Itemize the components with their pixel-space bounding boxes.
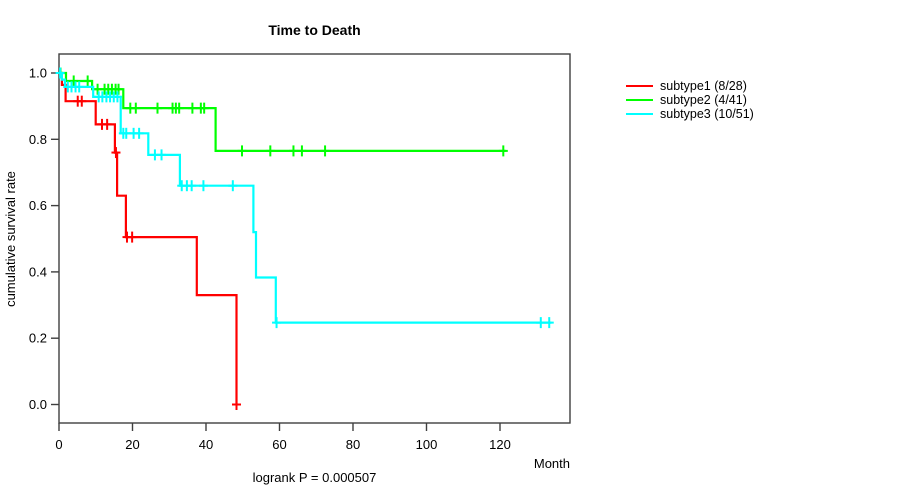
y-axis-title: cumulative survival rate xyxy=(3,171,18,307)
survival-curve-subtype1 xyxy=(59,71,238,405)
x-tick-label-120: 120 xyxy=(489,437,511,452)
chart-title: Time to Death xyxy=(268,22,361,38)
legend-label: subtype1 (8/28) xyxy=(660,79,747,93)
y-tick-label-0.6: 0.6 xyxy=(29,198,47,213)
logrank-annotation: logrank P = 0.000507 xyxy=(252,470,377,485)
legend-line-swatch xyxy=(626,113,653,115)
y-tick-label-0: 0.0 xyxy=(29,397,47,412)
legend-item-subtype2: subtype2 (4/41) xyxy=(626,93,754,107)
legend-label: subtype3 (10/51) xyxy=(660,107,754,121)
legend-line-swatch xyxy=(626,99,653,101)
x-axis-title: Month xyxy=(533,456,570,471)
y-tick-label-1: 1.0 xyxy=(29,65,47,80)
y-tick-label-0.2: 0.2 xyxy=(29,331,47,346)
x-tick-label-60: 60 xyxy=(272,437,286,452)
plot-frame xyxy=(58,53,571,424)
survival-curve-subtype2 xyxy=(59,71,506,152)
legend-item-subtype3: subtype3 (10/51) xyxy=(626,107,754,121)
y-tick-label-0.4: 0.4 xyxy=(29,264,47,279)
legend-item-subtype1: subtype1 (8/28) xyxy=(626,79,754,93)
x-tick-label-80: 80 xyxy=(346,437,360,452)
x-tick-label-100: 100 xyxy=(416,437,438,452)
y-tick-label-0.8: 0.8 xyxy=(29,132,47,147)
legend-line-swatch xyxy=(626,85,653,87)
survival-curve-subtype3 xyxy=(59,71,552,324)
x-tick-label-20: 20 xyxy=(125,437,139,452)
x-tick-label-0: 0 xyxy=(55,437,62,452)
legend: subtype1 (8/28) subtype2 (4/41) subtype3 (… xyxy=(626,79,754,121)
legend-label: subtype2 (4/41) xyxy=(660,93,747,107)
x-tick-label-40: 40 xyxy=(199,437,213,452)
